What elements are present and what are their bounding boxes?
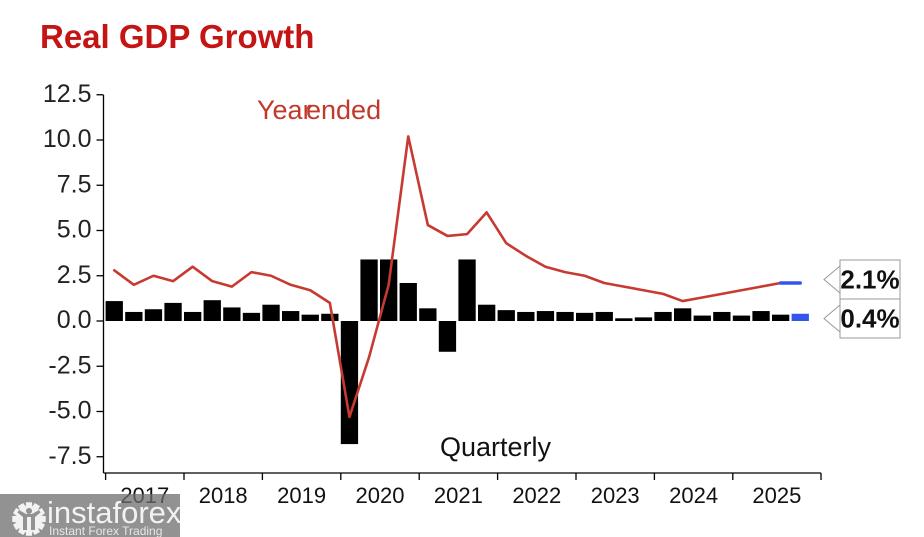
svg-text:Quarterly: Quarterly [440,432,552,462]
svg-text:-5.0: -5.0 [48,397,91,425]
svg-text:2024: 2024 [669,483,718,508]
svg-text:5.0: 5.0 [57,216,92,244]
svg-text:12.5: 12.5 [43,80,92,108]
svg-text:2021: 2021 [434,483,483,508]
svg-text:2025: 2025 [752,483,801,508]
svg-text:2020: 2020 [356,483,405,508]
svg-text:2023: 2023 [591,483,640,508]
svg-text:2019: 2019 [277,483,326,508]
svg-text:0.0: 0.0 [57,306,92,334]
svg-text:0.4%: 0.4% [840,304,899,334]
svg-text:7.5: 7.5 [57,170,92,198]
svg-text:2.5: 2.5 [57,261,92,289]
svg-text:ended: ended [306,95,381,125]
svg-text:Year: Year [257,95,312,125]
svg-text:2022: 2022 [512,483,561,508]
svg-text:-7.5: -7.5 [48,442,91,470]
svg-text:-2.5: -2.5 [48,351,91,379]
svg-text:10.0: 10.0 [43,125,92,153]
svg-text:2.1%: 2.1% [840,265,899,295]
svg-text:2018: 2018 [199,483,248,508]
